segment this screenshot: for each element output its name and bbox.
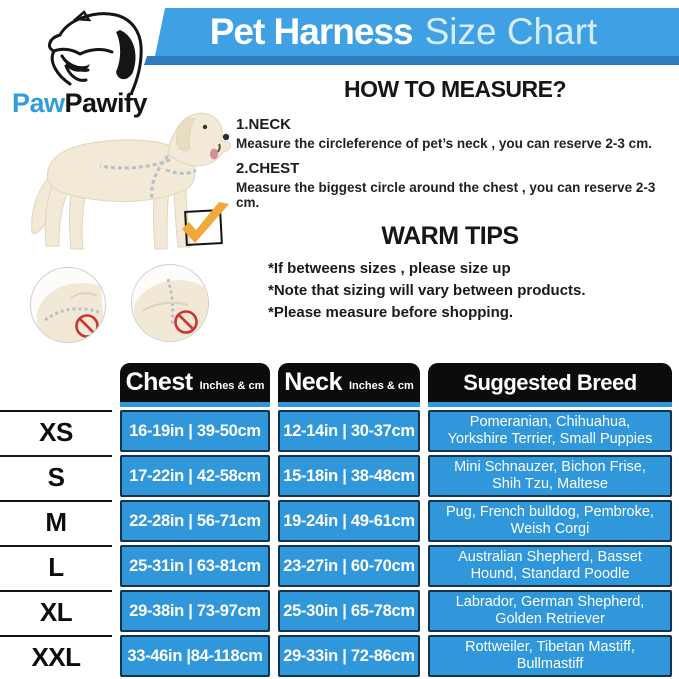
chest-column-header: Chest Inches & cm — [120, 363, 270, 407]
brand-logo: PawPawify — [8, 0, 178, 132]
size-label-l: L — [0, 545, 112, 587]
header-banner: Pet Harness Size Chart — [155, 8, 679, 56]
tip-item: *Please measure before shopping. — [268, 304, 514, 321]
banner-underline — [144, 56, 679, 65]
table-corner — [0, 363, 112, 407]
neck-cell-xl: 25-30in | 65-78cm — [278, 590, 420, 632]
brand-name-pawify: Pawify — [64, 88, 148, 118]
step-neck-label: 1.NECK — [236, 116, 292, 133]
dog-nose — [222, 133, 230, 141]
size-label-m: M — [0, 500, 112, 542]
warm-tips-list: *If betweens sizes , please size up *Not… — [268, 258, 586, 324]
step-chest-text: Measure the biggest circle around the ch… — [236, 180, 656, 210]
neck-header-sub: Inches & cm — [348, 379, 414, 392]
harness-straps — [99, 155, 197, 201]
chest-cell-xl: 29-38in | 73-97cm — [120, 590, 270, 632]
size-label-s: S — [0, 455, 112, 497]
brand-name: PawPawify — [12, 88, 148, 119]
size-chart-table: Chest Inches & cm Neck Inches & cm Sugge… — [0, 363, 679, 679]
chest-header-label: Chest — [125, 368, 193, 396]
neck-header-label: Neck — [284, 368, 342, 396]
chest-cell-m: 22-28in | 56-71cm — [120, 500, 270, 542]
warm-tips-title: WARM TIPS — [381, 222, 519, 250]
breed-cell-xs: Pomeranian, Chihuahua, Yorkshire Terrier… — [428, 410, 672, 452]
measure-steps: 1.NECK Measure the circleference of pet’… — [236, 107, 676, 210]
no-icon — [75, 314, 99, 338]
neck-cell-l: 23-27in | 60-70cm — [278, 545, 420, 587]
neck-cell-xxl: 29-33in | 72-86cm — [278, 635, 420, 677]
dog-head-logo-icon — [48, 10, 143, 94]
chest-cell-s: 17-22in | 42-58cm — [120, 455, 270, 497]
step-neck-text: Measure the circleference of pet’s neck … — [236, 136, 652, 151]
size-label-xl: XL — [0, 590, 112, 632]
chest-cell-l: 25-31in | 63-81cm — [120, 545, 270, 587]
neck-cell-xs: 12-14in | 30-37cm — [278, 410, 420, 452]
neck-closeup-circle — [30, 267, 106, 343]
breed-cell-s: Mini Schnauzer, Bichon Frise, Shih Tzu, … — [428, 455, 672, 497]
chest-cell-xs: 16-19in | 39-50cm — [120, 410, 270, 452]
no-icon — [174, 310, 198, 334]
size-label-xs: XS — [0, 410, 112, 452]
dog-ear-shape — [116, 30, 136, 80]
step-chest-label: 2.CHEST — [236, 160, 300, 177]
breed-cell-xl: Labrador, German Shepherd, Golden Retrie… — [428, 590, 672, 632]
banner-title-bold: Pet Harness — [209, 11, 414, 52]
neck-cell-m: 19-24in | 49-61cm — [278, 500, 420, 542]
how-to-measure-title: HOW TO MEASURE? — [343, 76, 567, 102]
dog-tongue — [210, 148, 218, 160]
breed-header-label: Suggested Breed — [463, 369, 637, 395]
brand-name-paw: Paw — [12, 88, 65, 118]
breed-cell-xxl: Rottweiler, Tibetan Mastiff, Bullmastiff — [428, 635, 672, 677]
chest-cell-xxl: 33-46in |84-118cm — [120, 635, 270, 677]
neck-cell-s: 15-18in | 38-48cm — [278, 455, 420, 497]
neck-column-header: Neck Inches & cm — [278, 363, 420, 407]
chest-closeup-circle — [131, 264, 209, 342]
breed-cell-l: Australian Shepherd, Basset Hound, Stand… — [428, 545, 672, 587]
tip-item: *If betweens sizes , please size up — [268, 260, 511, 277]
banner-title-light: Size Chart — [424, 11, 598, 52]
breed-column-header: Suggested Breed — [428, 363, 672, 407]
tip-item: *Note that sizing will vary between prod… — [268, 282, 586, 299]
breed-cell-m: Pug, French bulldog, Pembroke, Weish Cor… — [428, 500, 672, 542]
chest-header-sub: Inches & cm — [199, 379, 265, 392]
size-label-xxl: XXL — [0, 635, 112, 677]
check-icon — [182, 202, 229, 243]
